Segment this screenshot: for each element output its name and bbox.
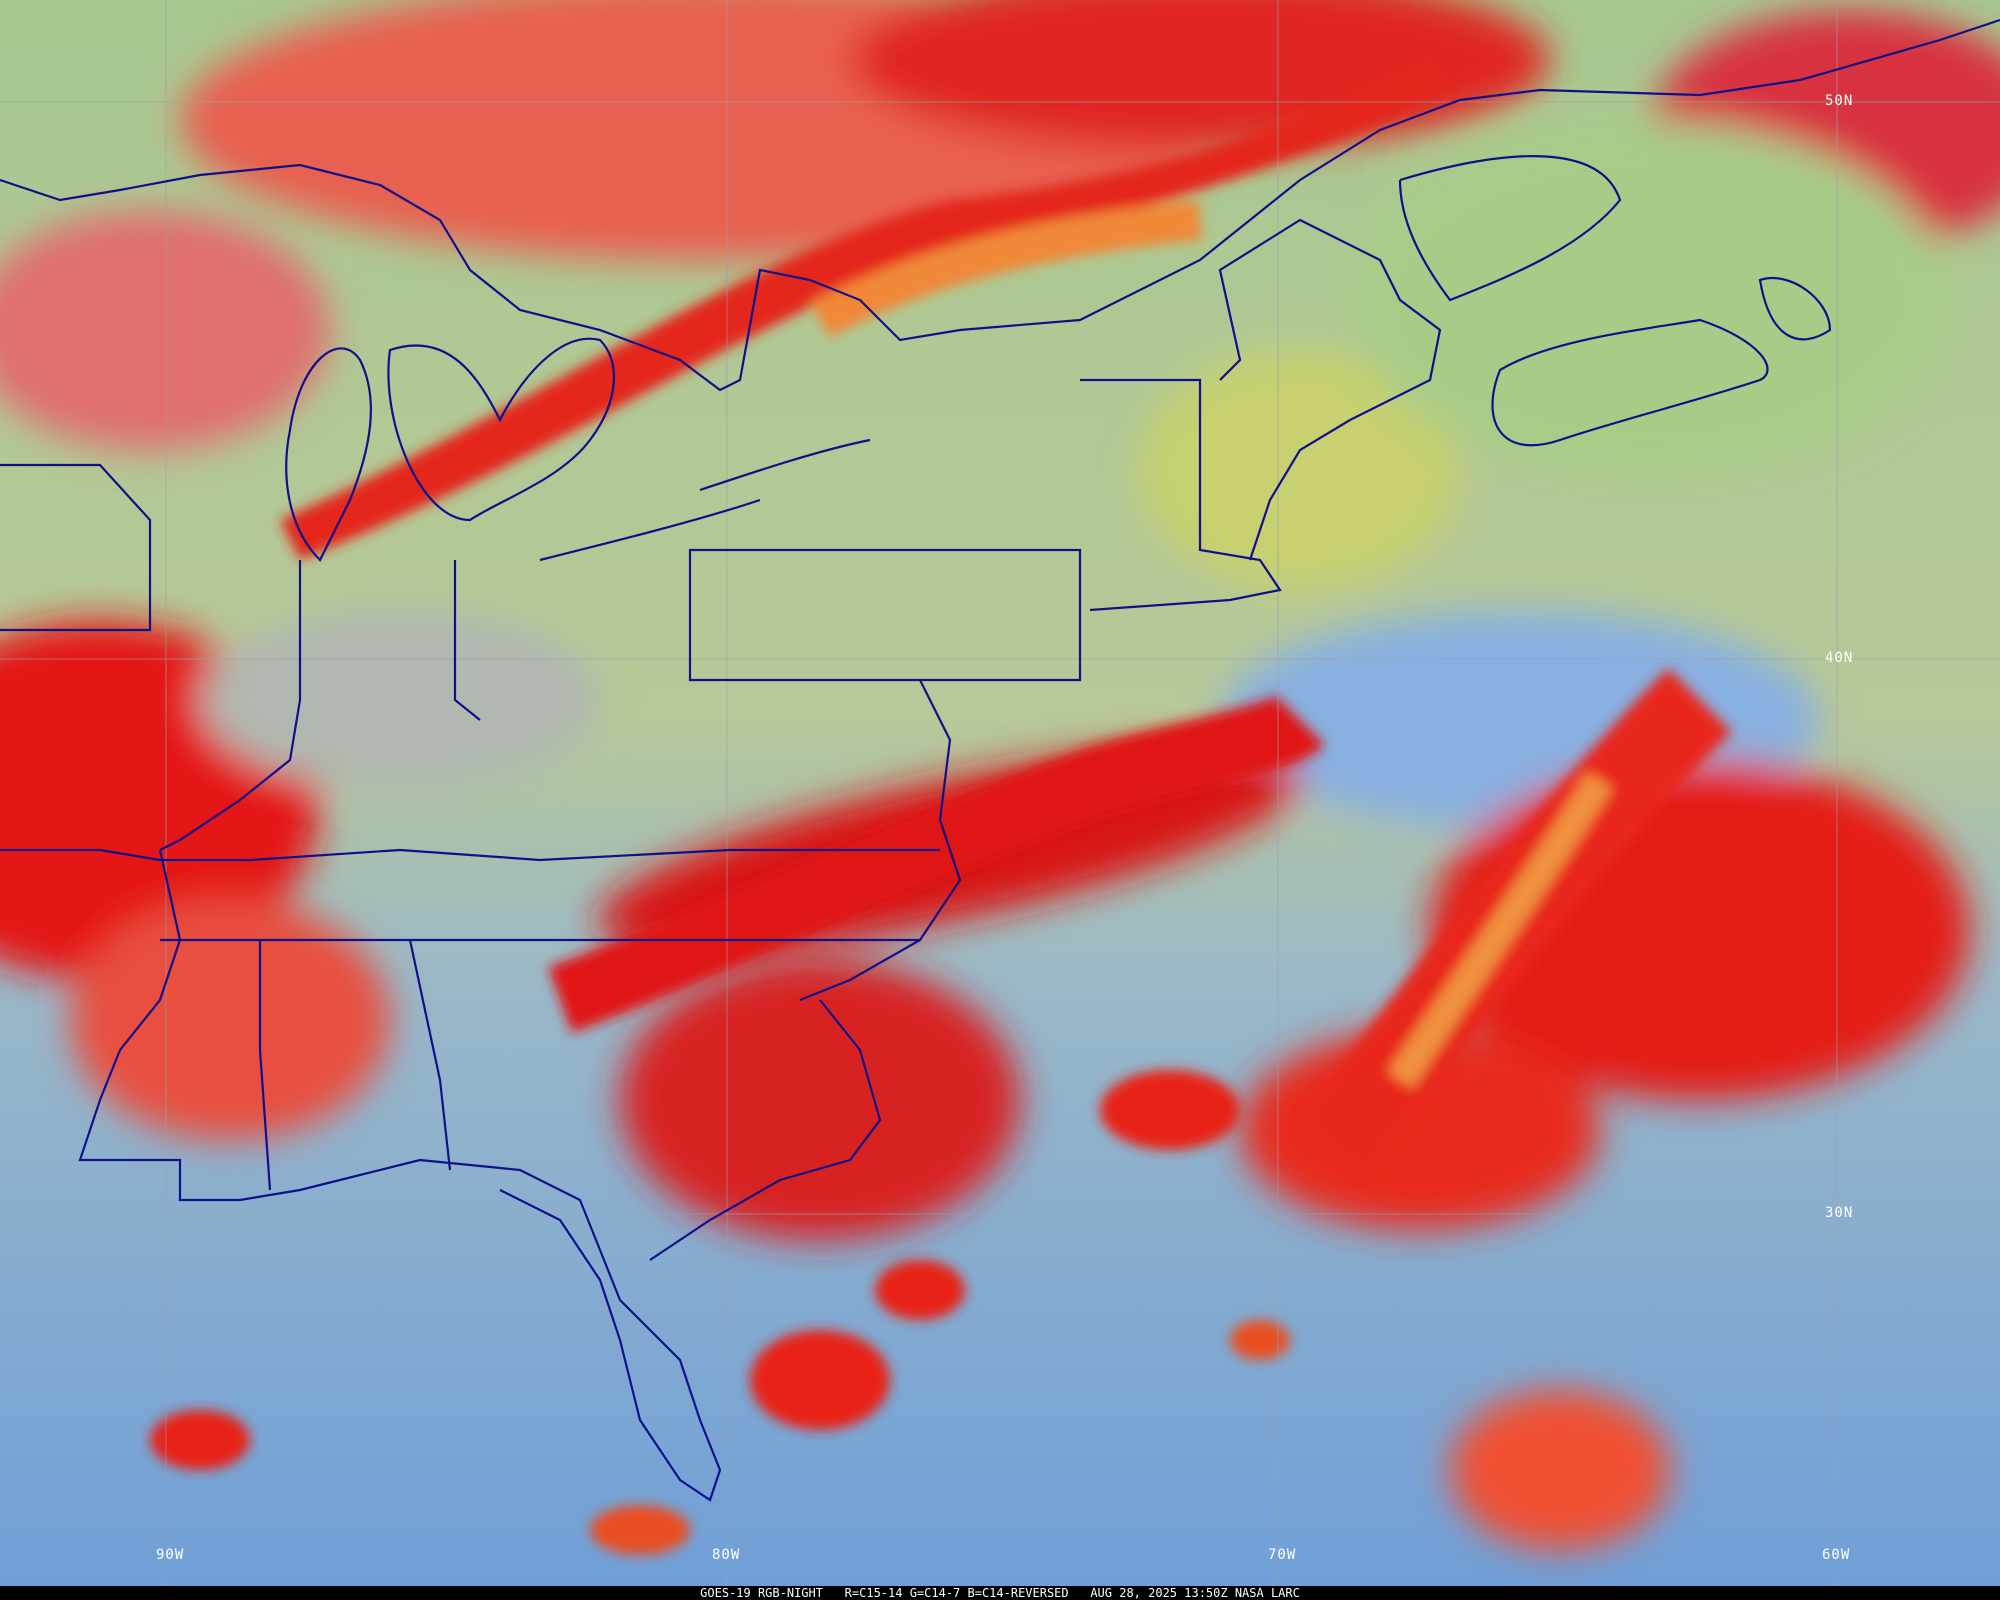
longitude-label-70w: 70W	[1268, 1547, 1297, 1563]
political-boundaries	[0, 18, 2000, 1502]
longitude-label-80w: 80W	[712, 1547, 741, 1563]
caption-channels: R=C15-14 G=C14-7 B=C14-REVERSED	[844, 1586, 1069, 1600]
longitude-label-90w: 90W	[156, 1547, 185, 1563]
caption-datetime: AUG 28, 2025 13:50Z NASA LARC	[1090, 1586, 1300, 1600]
image-caption-bar: GOES-19 RGB-NIGHT R=C15-14 G=C14-7 B=C14…	[0, 1586, 2000, 1600]
longitude-label-60w: 60W	[1822, 1547, 1851, 1563]
caption-satellite: GOES-19 RGB-NIGHT	[700, 1586, 823, 1600]
latitude-label-40n: 40N	[1825, 650, 1854, 666]
latitude-label-50n: 50N	[1825, 93, 1854, 109]
frontal-cloud-band	[150, 60, 1732, 1555]
latitude-label-30n: 30N	[1825, 1205, 1854, 1221]
